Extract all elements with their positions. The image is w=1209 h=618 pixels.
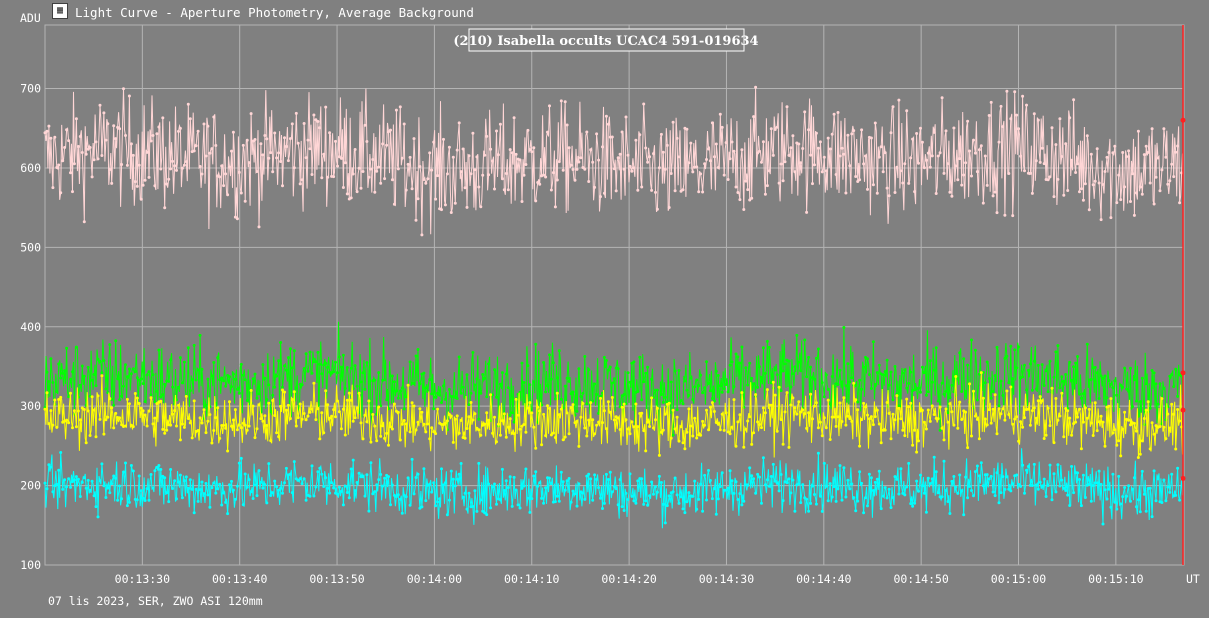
x-axis-label: UT	[1186, 572, 1200, 586]
x-tick-label: 00:14:00	[407, 572, 462, 586]
series-line-target	[44, 87, 1183, 235]
x-tick-label: 00:14:50	[893, 572, 948, 586]
chart-axes: 100 200 300 400 500 600 700 00:13:30 00:13:40 00:…	[20, 25, 1186, 586]
x-tick-label: 00:13:30	[115, 572, 170, 586]
series-line-cyan	[44, 448, 1183, 529]
chart-series	[43, 85, 1184, 529]
y-tick-label: 100	[20, 558, 41, 572]
chart-title: (210) Isabella occults UCAC4 591-019634	[453, 34, 758, 49]
x-tick-label: 00:13:50	[309, 572, 364, 586]
y-tick-label: 300	[20, 399, 41, 413]
cursor-marker-green	[1180, 370, 1186, 376]
x-tick-label: 00:15:10	[1088, 572, 1143, 586]
series-cyan	[43, 448, 1184, 529]
y-tick-label: 600	[20, 161, 41, 175]
x-tick-label: 00:14:10	[504, 572, 559, 586]
series-yellow	[43, 371, 1184, 459]
cursor-marker-target	[1180, 117, 1186, 123]
light-curve-app-icon: ▦	[52, 3, 68, 19]
plot-frame	[44, 24, 1185, 566]
x-tick-label: 00:15:00	[991, 572, 1046, 586]
y-axis-label: ADU	[20, 11, 41, 25]
window-title: Light Curve - Aperture Photometry, Avera…	[75, 5, 474, 20]
footer-info: 07 lis 2023, SER, ZWO ASI 120mm	[48, 594, 263, 608]
y-tick-label: 500	[20, 240, 41, 254]
cursor-marker-yellow	[1180, 407, 1186, 413]
x-tick-label: 00:14:40	[796, 572, 851, 586]
x-tick-label: 00:13:40	[212, 572, 267, 586]
x-tick-label: 00:14:30	[699, 572, 754, 586]
series-points-cyan	[43, 451, 1184, 526]
cursor-marker-cyan	[1180, 475, 1186, 481]
y-tick-label: 700	[20, 82, 41, 96]
series-target	[43, 85, 1184, 237]
y-tick-label: 400	[20, 320, 41, 334]
chart-title-box: (210) Isabella occults UCAC4 591-019634	[453, 28, 759, 52]
x-tick-label: 00:14:20	[601, 572, 656, 586]
series-green	[43, 321, 1184, 437]
series-line-green	[44, 321, 1183, 436]
y-tick-label: 200	[20, 479, 41, 493]
